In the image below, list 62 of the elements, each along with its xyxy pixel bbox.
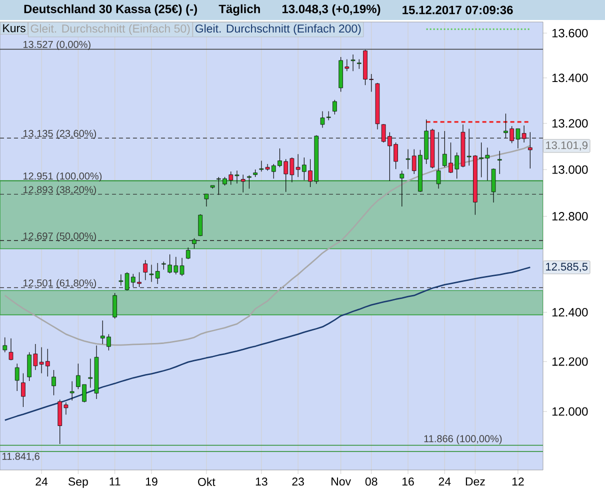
- x-tick-label: 23: [292, 478, 304, 486]
- candlestick: [247, 175, 252, 189]
- text: Kurs: [3, 24, 26, 32]
- candlestick: [192, 238, 196, 249]
- x-tick-label: 19: [146, 478, 158, 486]
- ref-line-label: 12.951 (100,00%): [23, 172, 102, 182]
- text: 15.12.2017 07:09:36: [402, 6, 513, 14]
- candlestick: [14, 363, 20, 392]
- candlestick: [2, 337, 8, 352]
- text: 13.048,3 (+0,19%): [282, 4, 380, 16]
- candlestick: [497, 150, 502, 174]
- candlestick: [491, 168, 496, 203]
- x-tick-label: Nov: [332, 478, 352, 486]
- candlestick: [522, 125, 526, 143]
- text: Gleit. Durchschnitt (Einfach 200): [195, 24, 361, 35]
- candlestick: [332, 100, 337, 115]
- candlestick: [21, 372, 26, 408]
- candlestick: [143, 260, 148, 280]
- candlestick: [112, 292, 117, 319]
- ref-line-label: 12.501 (61,80%): [23, 279, 96, 288]
- ref-line-label: 11.841,6: [2, 452, 40, 462]
- ref-line-label: 11.866 (100,00%): [424, 434, 502, 444]
- chart-title: Deutschland 30 Kassa (25€) (-): [24, 4, 197, 16]
- x-tick-label: 12: [512, 478, 524, 486]
- candlestick: [528, 132, 532, 169]
- data-label: 13.101,9: [546, 141, 588, 150]
- candlestick: [436, 132, 441, 189]
- x-tick-label: Okt: [198, 478, 216, 486]
- candlestick: [204, 194, 209, 207]
- x-tick-label: Sep: [68, 478, 88, 488]
- x-tick-label: 24: [36, 478, 48, 486]
- candlestick: [240, 174, 246, 193]
- ref-line-label: 12.697 (50,00%): [23, 232, 96, 242]
- ref-line-label: 12.893 (38,20%): [23, 186, 96, 196]
- ref-line-label: 13.135 (23,60%): [23, 130, 96, 139]
- line-series: [4, 144, 531, 346]
- candlestick: [70, 380, 74, 401]
- x-tick-label: 11: [110, 478, 120, 486]
- ref-line-label: 13.527 (0,00%): [23, 40, 90, 50]
- candlestick: [8, 338, 14, 361]
- text: Täglich: [218, 4, 260, 16]
- x-tick-label: Dez: [466, 478, 485, 486]
- candlestick: [400, 170, 404, 207]
- candlestick: [259, 160, 264, 172]
- y-tick-label: 12.400: [552, 308, 588, 316]
- x-tick-label: 16: [402, 478, 414, 486]
- x-tick-label: 08: [365, 478, 378, 486]
- y-tick-label: 13.200: [552, 119, 588, 128]
- legend-label: Gleit. Durchschnitt (Einfach 50): [30, 24, 190, 35]
- y-tick-label: 12.000: [552, 407, 588, 416]
- candlestick: [118, 274, 124, 286]
- x-tick-label: 13: [256, 478, 268, 486]
- x-tick-label: 24: [438, 478, 451, 486]
- y-tick-label: 13.600: [552, 28, 588, 38]
- candlestick: [186, 247, 190, 260]
- y-tick-label: 12.200: [552, 357, 588, 366]
- y-tick-label: 13.400: [552, 74, 588, 82]
- candlestick: [350, 54, 356, 72]
- data-label: 12.585,5: [546, 262, 588, 272]
- y-tick-label: 13.000: [552, 165, 588, 174]
- y-tick-label: 12.800: [552, 212, 588, 221]
- candlestick: [52, 370, 56, 396]
